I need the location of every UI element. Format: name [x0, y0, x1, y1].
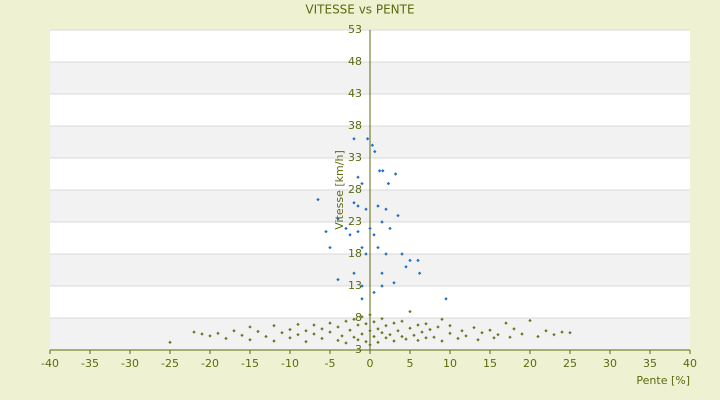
y-tick-label: 33	[348, 151, 362, 164]
x-tick-label: 25	[563, 357, 577, 370]
y-tick-label: 43	[348, 87, 362, 100]
y-tick-label: 48	[348, 55, 362, 68]
point	[386, 181, 391, 186]
point	[224, 336, 228, 341]
y-tick-label: 53	[348, 23, 362, 36]
point	[240, 333, 244, 337]
x-tick-label: -15	[241, 357, 259, 370]
point	[168, 340, 172, 345]
point	[248, 338, 252, 342]
chart-title: VITESSE vs PENTE	[305, 3, 414, 17]
point	[552, 332, 556, 337]
x-tick-label: 10	[443, 357, 457, 370]
x-tick-label: -40	[41, 357, 59, 370]
x-tick-label: -20	[201, 357, 219, 370]
x-tick-label: -25	[161, 357, 179, 370]
y-tick-label: 18	[348, 247, 362, 260]
point	[232, 329, 236, 333]
point	[528, 318, 532, 323]
y-tick-label: 13	[348, 279, 362, 292]
y-tick-label: 8	[355, 311, 362, 324]
x-tick-label: -5	[325, 357, 336, 370]
x-tick-label: -35	[81, 357, 99, 370]
x-tick-label: 0	[367, 357, 374, 370]
point	[370, 143, 375, 147]
point	[200, 332, 204, 336]
x-axis-label: Pente [%]	[636, 374, 690, 387]
point	[216, 331, 220, 336]
x-tick-label: -10	[281, 357, 299, 370]
x-tick-label: 5	[407, 357, 414, 370]
y-tick-label: 38	[348, 119, 362, 132]
point	[381, 169, 385, 173]
point	[192, 330, 196, 334]
point	[512, 327, 516, 331]
point	[568, 331, 572, 335]
point	[248, 325, 252, 329]
point	[536, 334, 540, 339]
x-tick-label: -30	[121, 357, 139, 370]
x-tick-label: 20	[523, 357, 537, 370]
point	[208, 334, 212, 338]
x-tick-label: 15	[483, 357, 497, 370]
y-tick-label: 28	[348, 183, 362, 196]
x-tick-label: 30	[603, 357, 617, 370]
x-tick-label: 35	[643, 357, 657, 370]
point	[520, 332, 524, 336]
x-tick-label: 40	[683, 357, 697, 370]
point	[373, 149, 377, 154]
y-tick-label: 23	[348, 215, 362, 228]
